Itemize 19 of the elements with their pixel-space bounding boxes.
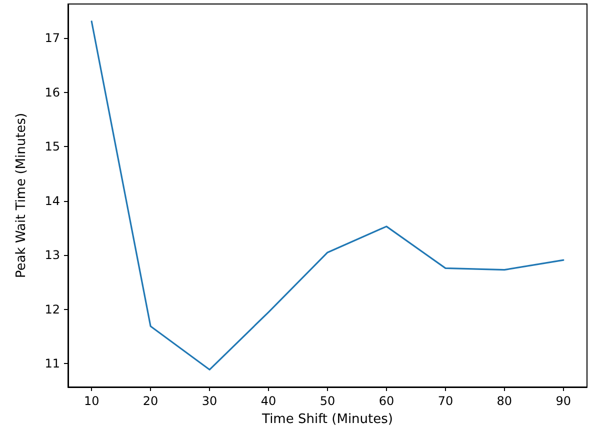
x-tick-label: 90: [556, 394, 572, 408]
y-tick-label: 11: [44, 356, 60, 371]
y-tick-label: 16: [44, 85, 60, 100]
x-tick-label: 40: [260, 394, 276, 408]
y-tick-label: 15: [44, 140, 60, 154]
x-tick-label: 60: [378, 394, 394, 408]
y-axis-title: Peak Wait Time (Minutes): [14, 112, 29, 278]
x-tick-label: 10: [84, 394, 100, 408]
y-tick-label: 12: [44, 302, 60, 316]
x-tick-label: 50: [320, 394, 336, 408]
x-tick-label: 70: [438, 394, 454, 408]
y-tick-label: 14: [44, 194, 60, 208]
line-series: [90, 20, 564, 370]
x-axis-title: Time Shift (Minutes): [261, 412, 393, 427]
x-tick-label: 80: [496, 394, 512, 408]
y-tick-label: 13: [44, 248, 60, 262]
y-tick-label: 17: [44, 31, 60, 46]
x-tick-label: 20: [142, 394, 158, 408]
x-tick-label: 30: [202, 394, 218, 408]
